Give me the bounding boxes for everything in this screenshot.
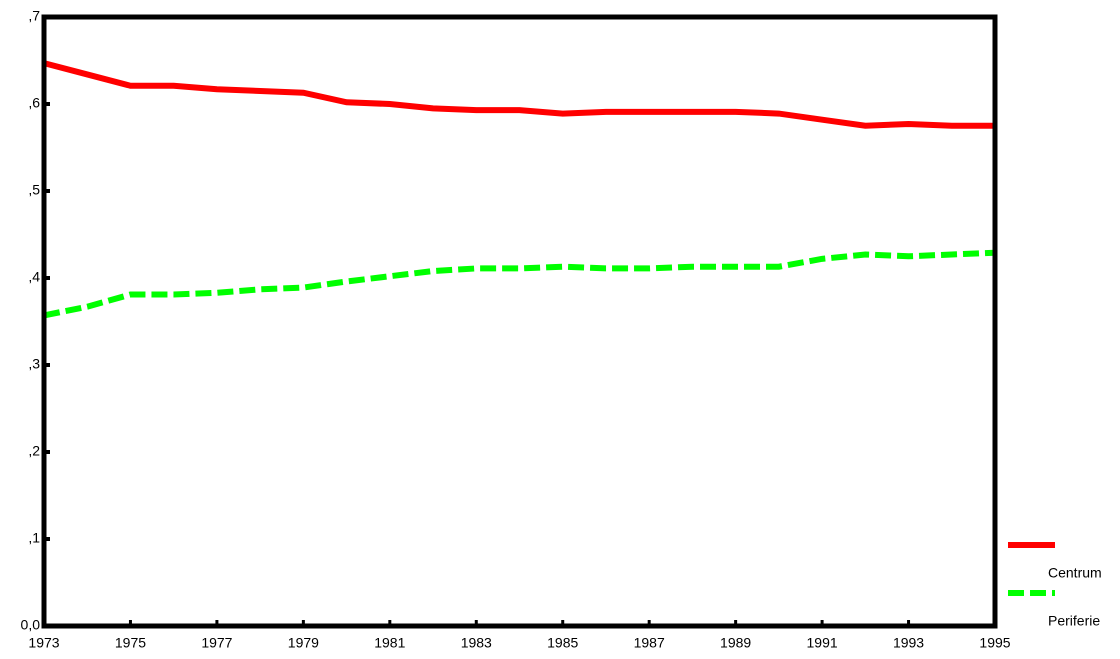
x-tick-label: 1993 <box>893 635 924 651</box>
y-tick-label: 0,0 <box>21 617 41 633</box>
series-line <box>43 249 996 319</box>
x-tick-label: 1977 <box>201 635 232 651</box>
x-tick-label: 1975 <box>115 635 146 651</box>
x-tick-label: 1983 <box>461 635 492 651</box>
y-tick-label: ,1 <box>28 530 40 546</box>
x-tick-label: 1991 <box>807 635 838 651</box>
y-tick-label: ,4 <box>28 269 40 285</box>
y-tick-label: ,5 <box>28 182 40 198</box>
x-tick-label: 1973 <box>28 635 59 651</box>
x-tick-label: 1987 <box>634 635 665 651</box>
legend-label: Centrum <box>1048 565 1102 581</box>
x-tick-label: 1985 <box>547 635 578 651</box>
x-tick-label: 1981 <box>374 635 405 651</box>
x-tick-label: 1995 <box>979 635 1010 651</box>
x-tick-label: 1989 <box>720 635 751 651</box>
plot-border <box>41 14 998 629</box>
y-tick-label: ,7 <box>28 8 40 24</box>
legend-label: Periferie <box>1048 613 1100 629</box>
y-tick-label: ,2 <box>28 443 40 459</box>
x-tick-label: 1979 <box>288 635 319 651</box>
y-tick-label: ,6 <box>28 95 40 111</box>
series-line <box>43 60 995 129</box>
y-tick-label: ,3 <box>28 356 40 372</box>
